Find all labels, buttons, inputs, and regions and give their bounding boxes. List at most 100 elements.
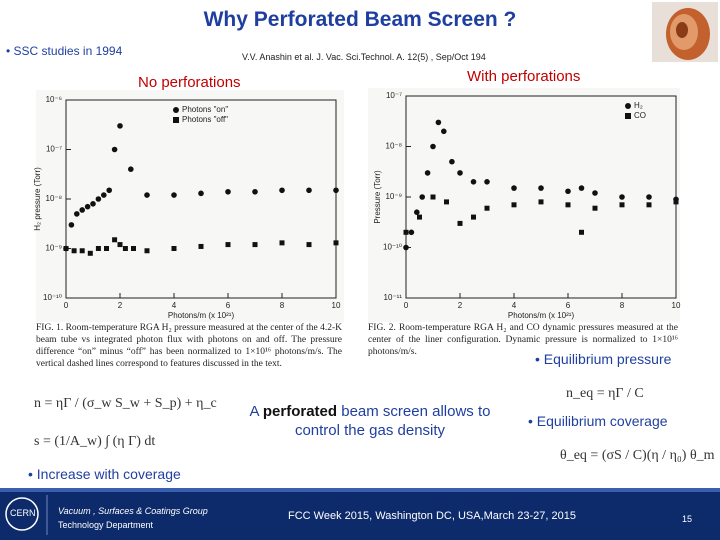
- legend-label: H₂: [634, 101, 643, 110]
- data-point: [95, 246, 101, 251]
- data-point: [117, 123, 123, 129]
- legend-marker: [625, 103, 631, 109]
- data-point: [144, 192, 150, 198]
- data-point: [87, 250, 93, 256]
- data-point: [538, 199, 544, 205]
- data-point: [444, 199, 449, 205]
- data-point: [71, 248, 77, 254]
- footer-event: FCC Week 2015, Washington DC, USA,March …: [288, 510, 576, 522]
- x-axis-label: Photons/m (x 10²¹): [168, 311, 235, 320]
- data-point: [306, 242, 312, 248]
- formula: s = (1/A_w) ∫ (η Γ) dt: [34, 434, 156, 449]
- title: Why Perforated Beam Screen ?: [203, 8, 517, 31]
- y-tick-label: 10⁻⁹: [45, 244, 62, 253]
- y-axis-label: Pressure (Torr): [373, 170, 382, 224]
- beam-screen-photo: [652, 2, 718, 62]
- center-text: A perforated beam screen allows to contr…: [238, 402, 502, 440]
- y-tick-label: 10⁻⁶: [46, 95, 62, 104]
- y-tick-label: 10⁻⁸: [46, 194, 63, 203]
- data-point: [457, 170, 463, 176]
- footer-group: Vacuum , Surfaces & Coatings Group: [58, 506, 208, 516]
- data-point: [484, 178, 490, 185]
- data-point: [408, 229, 415, 236]
- data-point: [430, 194, 436, 200]
- bullet-text: Increase with coverage: [36, 466, 181, 482]
- logo-text: CERN: [10, 508, 36, 518]
- x-tick-label: 2: [118, 301, 123, 310]
- x-tick-label: 0: [64, 301, 69, 310]
- x-tick-label: 6: [566, 301, 571, 310]
- caption-left: FIG. 1. Room-temperature RGA H₂ pressure…: [36, 323, 342, 369]
- y-tick-label: 10⁻⁸: [386, 142, 403, 151]
- caption-right: FIG. 2. Room-temperature RGA H₂ and CO d…: [368, 323, 678, 357]
- data-point: [471, 214, 476, 220]
- x-tick-label: 0: [404, 301, 409, 310]
- data-point: [144, 248, 150, 254]
- data-point: [441, 128, 447, 135]
- y-tick-label: 10⁻¹¹: [384, 293, 403, 302]
- data-point: [511, 202, 517, 208]
- data-point: [79, 248, 85, 254]
- legend-label: CO: [634, 111, 646, 120]
- x-axis-label: Photons/m (x 10²¹): [508, 311, 575, 320]
- data-point: [470, 178, 477, 185]
- text: A: [249, 403, 263, 420]
- footer-bar: [0, 488, 720, 540]
- legend-label: Photons "off": [182, 115, 228, 124]
- data-point: [63, 246, 69, 251]
- bullet-text: Equilibrium pressure: [543, 351, 672, 367]
- data-point: [333, 187, 339, 194]
- x-tick-label: 2: [458, 301, 463, 310]
- data-point: [673, 199, 679, 205]
- bullet: • Equilibrium pressure: [535, 351, 672, 367]
- x-tick-label: 10: [672, 301, 681, 310]
- data-point: [106, 187, 112, 194]
- data-point: [198, 243, 204, 249]
- data-point: [74, 211, 80, 217]
- y-tick-label: 10⁻¹⁰: [43, 293, 62, 302]
- data-point: [417, 214, 422, 220]
- y-axis-label: H₂ pressure (Torr): [33, 167, 42, 231]
- data-point: [511, 185, 517, 191]
- data-point: [579, 229, 584, 235]
- data-point: [619, 202, 625, 208]
- data-point: [95, 196, 102, 202]
- bullet: • Increase with coverage: [28, 466, 181, 482]
- y-tick-label: 10⁻⁹: [385, 192, 402, 201]
- y-tick-label: 10⁻⁷: [46, 145, 62, 154]
- x-tick-label: 6: [226, 301, 231, 310]
- data-point: [279, 187, 285, 194]
- data-point: [68, 222, 75, 228]
- data-point: [112, 237, 118, 243]
- y-tick-label: 10⁻⁷: [386, 91, 402, 100]
- cern-logo: [5, 497, 39, 531]
- data-point: [171, 192, 177, 198]
- data-point: [306, 187, 312, 194]
- plot-background: [36, 90, 344, 322]
- data-point: [403, 229, 409, 235]
- data-point: [279, 240, 285, 246]
- footer-line: [0, 488, 720, 492]
- data-point: [101, 192, 107, 198]
- left-note: • SSC studies in 1994: [6, 44, 123, 58]
- data-point: [111, 146, 118, 153]
- data-point: [592, 205, 598, 211]
- data-point: [449, 158, 455, 165]
- data-point: [565, 202, 571, 208]
- footer-department: Technology Department: [58, 520, 154, 530]
- data-point: [419, 194, 426, 200]
- data-point: [84, 203, 91, 210]
- page-number: 15: [682, 514, 693, 524]
- data-point: [104, 246, 109, 251]
- x-tick-label: 8: [620, 301, 625, 310]
- data-point: [484, 205, 490, 211]
- data-point: [79, 207, 85, 213]
- right-heading: With perforations: [467, 68, 581, 85]
- plot-background: [368, 88, 680, 322]
- data-point: [592, 190, 598, 196]
- legend-marker: [625, 113, 631, 119]
- citation: V.V. Anashin et al. J. Vac. Sci.Technol.…: [242, 52, 486, 62]
- data-point: [225, 188, 231, 195]
- x-tick-label: 10: [332, 301, 341, 310]
- data-point: [252, 242, 258, 248]
